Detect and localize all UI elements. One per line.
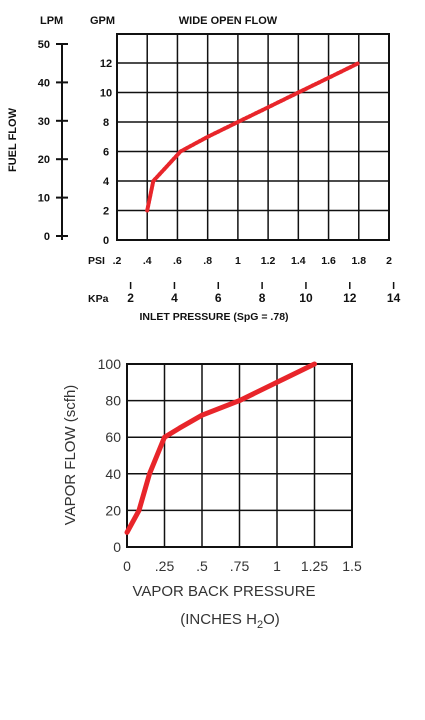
psi-tick-label: .6 (173, 255, 182, 267)
vapor-flow-tick-label: 0 (113, 539, 121, 555)
kpa-tick-label: 10 (299, 291, 313, 305)
back-pressure-tick-label: 1.5 (342, 558, 362, 574)
back-pressure-tick-label: 1.25 (301, 558, 328, 574)
fuel-flow-grid (116, 33, 390, 241)
back-pressure-tick-label: .75 (230, 558, 250, 574)
psi-tick-label: 2 (386, 255, 392, 267)
kpa-tick-label: 2 (127, 291, 134, 305)
kpa-tick-label: 8 (259, 291, 266, 305)
fuel-flow-curve (145, 61, 361, 213)
vapor-flow-curve (124, 361, 317, 535)
vapor-flow-y-ticks: 100 80 60 40 20 0 (98, 356, 122, 555)
kpa-axis-label: KPa (88, 293, 109, 305)
grid-frame (116, 33, 390, 241)
back-pressure-tick-label: .25 (155, 558, 175, 574)
vapor-back-pressure-label: VAPOR BACK PRESSURE (132, 583, 315, 600)
lpm-tick-label: 20 (38, 154, 50, 166)
fuel-flow-chart: LPM GPM WIDE OPEN FLOW FUEL FLOW 5040302… (7, 15, 401, 323)
psi-tick-label: 1.8 (351, 255, 366, 267)
gpm-tick-label: 0 (103, 235, 109, 247)
vapor-back-pressure-x-ticks: 0 .25 .5 .75 1 1.25 1.5 (123, 558, 362, 574)
vapor-flow-axis-title: VAPOR FLOW (scfh) (62, 385, 79, 526)
vapor-flow-tick-label: 100 (98, 356, 122, 372)
psi-tick-label: .4 (143, 255, 152, 267)
psi-tick-label: 1.2 (261, 255, 276, 267)
lpm-axis-label: LPM (40, 15, 63, 27)
kpa-tick-label: 14 (387, 291, 401, 305)
lpm-tick-label: 50 (38, 39, 50, 51)
inlet-pressure-label: INLET PRESSURE (SpG = .78) (139, 311, 288, 323)
vapor-flow-tick-label: 60 (105, 429, 121, 445)
gpm-tick-label: 4 (103, 176, 110, 188)
vapor-flow-grid (126, 363, 353, 548)
gpm-tick-label: 8 (103, 117, 109, 129)
psi-tick-label: 1 (235, 255, 241, 267)
vapor-flow-chart: VAPOR FLOW (scfh) 100 80 60 40 20 0 0 .25 .5 .75… (62, 356, 362, 631)
vapor-flow-tick-label: 40 (105, 466, 121, 482)
fuel-flow-axis-title: FUEL FLOW (7, 107, 19, 172)
kpa-tick-labels: 2 4 6 8 10 12 14 (127, 282, 401, 305)
kpa-tick-label: 6 (215, 291, 222, 305)
psi-tick-labels: .2 .4 .6 .8 1 1.2 1.4 1.6 1.8 2 (113, 255, 392, 267)
lpm-tick-label: 10 (38, 193, 50, 205)
psi-tick-label: 1.6 (321, 255, 336, 267)
vapor-flow-tick-label: 80 (105, 393, 121, 409)
inches-h2o-label: (INCHES H2O) (180, 611, 279, 631)
psi-tick-label: 1.4 (291, 255, 306, 267)
gpm-axis-label: GPM (90, 15, 115, 27)
lpm-tick-label: 0 (44, 231, 50, 243)
gpm-tick-label: 12 (100, 58, 112, 70)
vapor-flow-tick-label: 20 (105, 502, 121, 518)
gpm-tick-label: 2 (103, 206, 109, 218)
psi-tick-label: .2 (113, 255, 122, 267)
gpm-ticks: 12 10 8 6 4 2 0 (100, 58, 112, 247)
kpa-tick-label: 4 (171, 291, 178, 305)
back-pressure-tick-label: .5 (196, 558, 208, 574)
gpm-tick-label: 10 (100, 88, 112, 100)
psi-axis-label: PSI (88, 255, 105, 267)
psi-tick-label: .8 (203, 255, 212, 267)
gpm-tick-label: 6 (103, 147, 109, 159)
kpa-tick-label: 12 (343, 291, 357, 305)
back-pressure-tick-label: 0 (123, 558, 131, 574)
lpm-tick-label: 30 (38, 116, 50, 128)
back-pressure-tick-label: 1 (273, 558, 281, 574)
lpm-ticks: 50 40 30 20 10 0 (38, 39, 68, 243)
chart-title: WIDE OPEN FLOW (179, 15, 278, 27)
lpm-tick-label: 40 (38, 77, 50, 89)
